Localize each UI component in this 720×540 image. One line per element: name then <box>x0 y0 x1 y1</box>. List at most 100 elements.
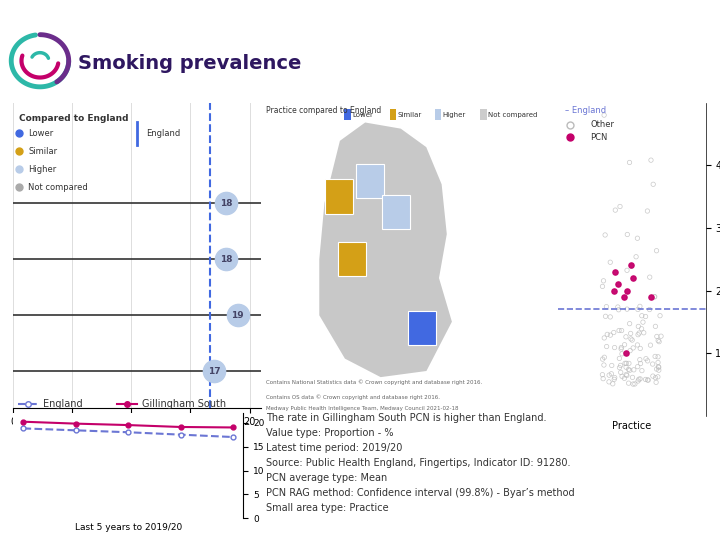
Point <box>642 356 653 365</box>
Point <box>635 359 647 368</box>
Point <box>607 380 618 388</box>
Point <box>649 373 661 382</box>
Bar <box>344 109 351 120</box>
Point <box>620 333 631 341</box>
Text: Gillingham South: Gillingham South <box>142 399 226 409</box>
Point <box>597 370 608 379</box>
Point <box>598 353 610 362</box>
Point <box>647 180 659 188</box>
Point <box>626 373 638 382</box>
Text: Contains National Statistics data © Crown copyright and database right 2016.: Contains National Statistics data © Crow… <box>266 380 482 386</box>
Point <box>608 375 620 383</box>
Point <box>621 266 633 275</box>
Point <box>649 292 660 301</box>
Text: 18: 18 <box>220 255 232 264</box>
Point <box>624 158 635 167</box>
Bar <box>325 179 354 214</box>
Text: PCN RAG method: Confidence interval (99.8%) - Byar’s method: PCN RAG method: Confidence interval (99.… <box>266 488 575 498</box>
Point <box>625 329 636 338</box>
X-axis label: Last 5 years to 2019/20: Last 5 years to 2019/20 <box>75 523 181 531</box>
Point <box>620 349 631 357</box>
Text: Other: Other <box>590 120 614 129</box>
Point <box>642 207 653 215</box>
Text: Higher: Higher <box>28 165 57 174</box>
Text: Not compared: Not compared <box>28 183 88 192</box>
Point <box>621 305 633 313</box>
Text: Smoking prevalence: Smoking prevalence <box>78 55 301 73</box>
Point <box>649 293 660 301</box>
Point <box>632 362 644 371</box>
Point <box>636 366 648 375</box>
Point <box>652 336 664 345</box>
Point <box>632 330 644 339</box>
Point <box>605 331 616 340</box>
Point <box>647 360 658 368</box>
Point <box>613 306 624 314</box>
Point <box>616 372 628 381</box>
Point <box>618 374 630 383</box>
Point <box>598 276 609 285</box>
Text: Similar: Similar <box>397 111 421 118</box>
Text: – England: – England <box>565 106 606 114</box>
Bar <box>382 195 410 230</box>
Text: Not compared: Not compared <box>488 111 537 118</box>
Point <box>603 377 615 386</box>
Point <box>652 362 664 371</box>
Point <box>644 341 656 349</box>
Point <box>634 344 646 353</box>
Point <box>649 322 661 330</box>
Point <box>615 368 626 376</box>
Text: England: England <box>147 129 181 138</box>
Point <box>601 330 613 339</box>
Text: Lower: Lower <box>352 111 373 118</box>
Point <box>603 371 615 380</box>
Point <box>618 340 630 349</box>
Point <box>598 334 610 342</box>
Point <box>651 246 662 255</box>
Text: Higher: Higher <box>443 111 466 118</box>
Point <box>623 365 634 374</box>
Text: Small area type: Practice: Small area type: Practice <box>266 503 389 513</box>
Text: England: England <box>42 399 82 409</box>
Point <box>621 363 632 372</box>
Point <box>628 366 639 374</box>
Point <box>598 374 609 383</box>
Point <box>600 302 612 311</box>
Bar <box>408 311 436 346</box>
Point <box>621 286 633 295</box>
Point <box>632 305 644 314</box>
Point <box>613 354 625 363</box>
Point <box>655 332 667 341</box>
Text: Compared to England: Compared to England <box>19 114 128 123</box>
Point <box>640 354 652 363</box>
Text: Contains OS data © Crown copyright and database right 2016.: Contains OS data © Crown copyright and d… <box>266 394 441 400</box>
Point <box>605 258 616 267</box>
Point <box>618 293 630 301</box>
Bar <box>435 109 441 120</box>
Point <box>613 326 625 335</box>
Point <box>616 349 628 358</box>
Point <box>647 372 659 380</box>
Point <box>625 335 636 343</box>
Point <box>652 353 664 361</box>
Point <box>613 363 625 372</box>
Point <box>644 305 655 314</box>
Text: Similar: Similar <box>28 147 58 156</box>
Point <box>624 366 636 375</box>
Point <box>612 303 624 312</box>
Text: PCN average type: Mean: PCN average type: Mean <box>266 473 387 483</box>
Point <box>626 336 638 345</box>
Point <box>621 371 633 380</box>
Point <box>632 376 644 385</box>
Point <box>640 375 652 384</box>
Point <box>640 312 652 321</box>
Point <box>616 345 627 353</box>
Point <box>614 202 626 211</box>
Point <box>634 375 646 383</box>
Point <box>615 361 626 370</box>
Point <box>630 252 642 261</box>
Point <box>623 379 634 388</box>
Text: Lower: Lower <box>28 129 53 138</box>
Point <box>624 319 635 328</box>
Point <box>631 234 643 242</box>
